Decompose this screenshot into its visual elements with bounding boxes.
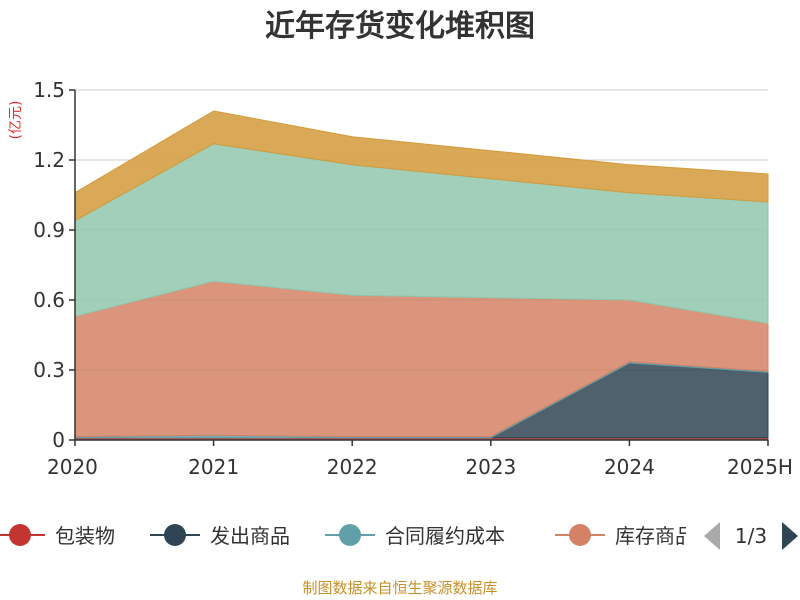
- legend-item[interactable]: 发出商品: [150, 524, 290, 548]
- x-tick-label: 2024: [604, 455, 655, 479]
- legend-marker: [339, 524, 361, 546]
- x-tick-labels: 2020 2021 2022 2023 2024 2025H: [47, 455, 793, 479]
- stacked-areas: [74, 110, 769, 441]
- data-source-note: 制图数据来自恒生聚源数据库: [302, 579, 497, 597]
- y-tick-label: 1.5: [33, 78, 65, 102]
- y-tick-label: 1.2: [33, 148, 65, 172]
- y-tick-label: 0.3: [33, 358, 65, 382]
- x-tick-label: 2023: [465, 455, 516, 479]
- x-tick-label: 2020: [47, 455, 98, 479]
- legend-item[interactable]: 包装物: [0, 524, 115, 548]
- legend-marker: [569, 524, 591, 546]
- pager-next-icon[interactable]: [782, 522, 798, 550]
- area-series-5: [74, 110, 769, 222]
- axes: [69, 89, 769, 446]
- legend-label: 包装物: [55, 524, 115, 548]
- y-tick-label: 0: [52, 428, 65, 452]
- legend-marker: [164, 524, 186, 546]
- legend-label: 库存商品: [615, 524, 695, 548]
- x-tick-label: 2021: [188, 455, 239, 479]
- legend-pager: 1/3: [704, 522, 798, 550]
- legend-marker: [9, 524, 31, 546]
- legend-item[interactable]: 合同履约成本: [325, 524, 505, 548]
- y-tick-label: 0.9: [33, 218, 65, 242]
- y-tick-labels: 0 0.3 0.6 0.9 1.2 1.5: [33, 78, 65, 452]
- y-tick-label: 0.6: [33, 288, 65, 312]
- y-axis-unit: (亿元): [8, 101, 24, 140]
- legend-label: 合同履约成本: [385, 524, 505, 548]
- x-tick-label: 2025H: [727, 455, 793, 479]
- chart-title: 近年存货变化堆积图: [265, 9, 535, 44]
- legend-item[interactable]: 库存商品: [555, 524, 695, 548]
- legend[interactable]: 包装物 发出商品 合同履约成本 库存商品: [0, 524, 695, 548]
- pager-label: 1/3: [735, 524, 767, 548]
- pager-prev-icon[interactable]: [704, 522, 720, 550]
- legend-label: 发出商品: [210, 524, 290, 548]
- x-tick-label: 2022: [327, 455, 378, 479]
